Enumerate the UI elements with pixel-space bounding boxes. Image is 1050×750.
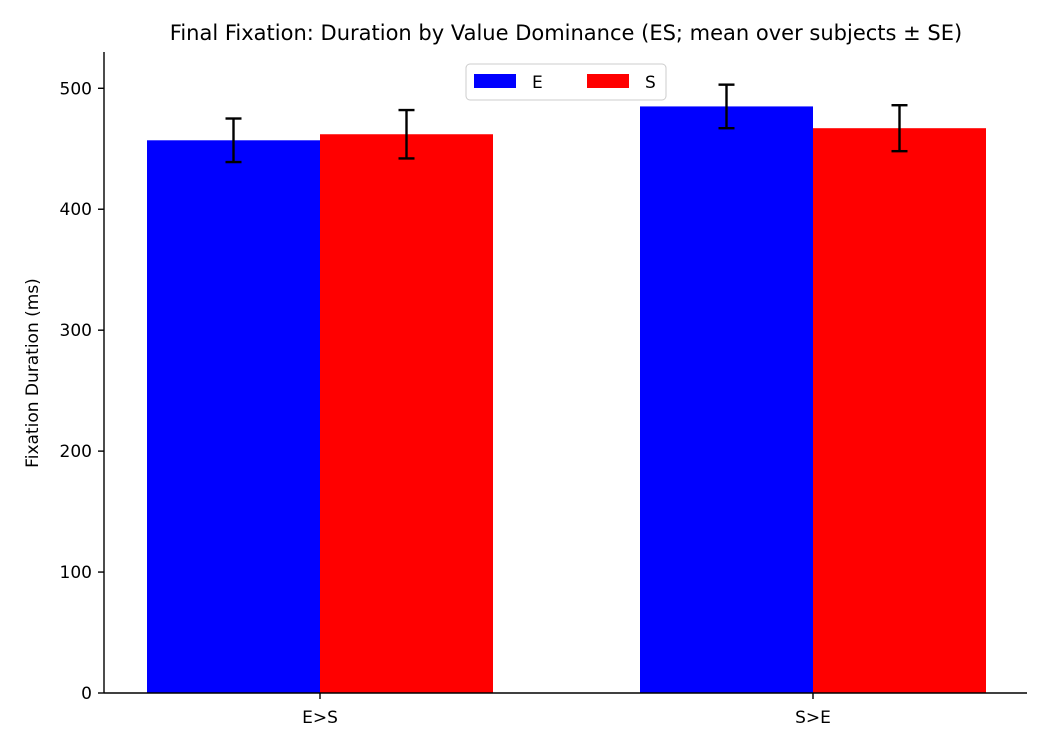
error-bar-S-E>S [398,108,415,160]
legend-label-S: S [645,73,656,93]
y-tick-label: 500 [60,79,92,99]
error-bar-S-S>E [891,104,908,153]
chart-title: Final Fixation: Duration by Value Domina… [170,21,962,45]
legend-label-E: E [532,73,543,93]
bar-S-S>E [813,128,986,693]
x-tick-label: S>E [795,708,831,728]
error-bar-E-S>E [718,83,735,130]
y-tick-label: 400 [60,200,92,220]
y-tick-label: 300 [60,321,92,341]
y-tick-label: 0 [81,684,92,704]
legend-frame [465,63,667,101]
y-axis-title: Fixation Duration (ms) [23,278,43,468]
y-tick-label: 200 [60,442,92,462]
x-tick-label: E>S [302,708,338,728]
error-bar-E-E>S [225,117,242,164]
bar-E-E>S [147,140,320,693]
bar-S-E>S [320,134,493,693]
legend-swatch-E [474,74,516,88]
y-tick-label: 100 [60,563,92,583]
bar-E-S>E [640,106,813,693]
legend-swatch-S [587,74,629,88]
